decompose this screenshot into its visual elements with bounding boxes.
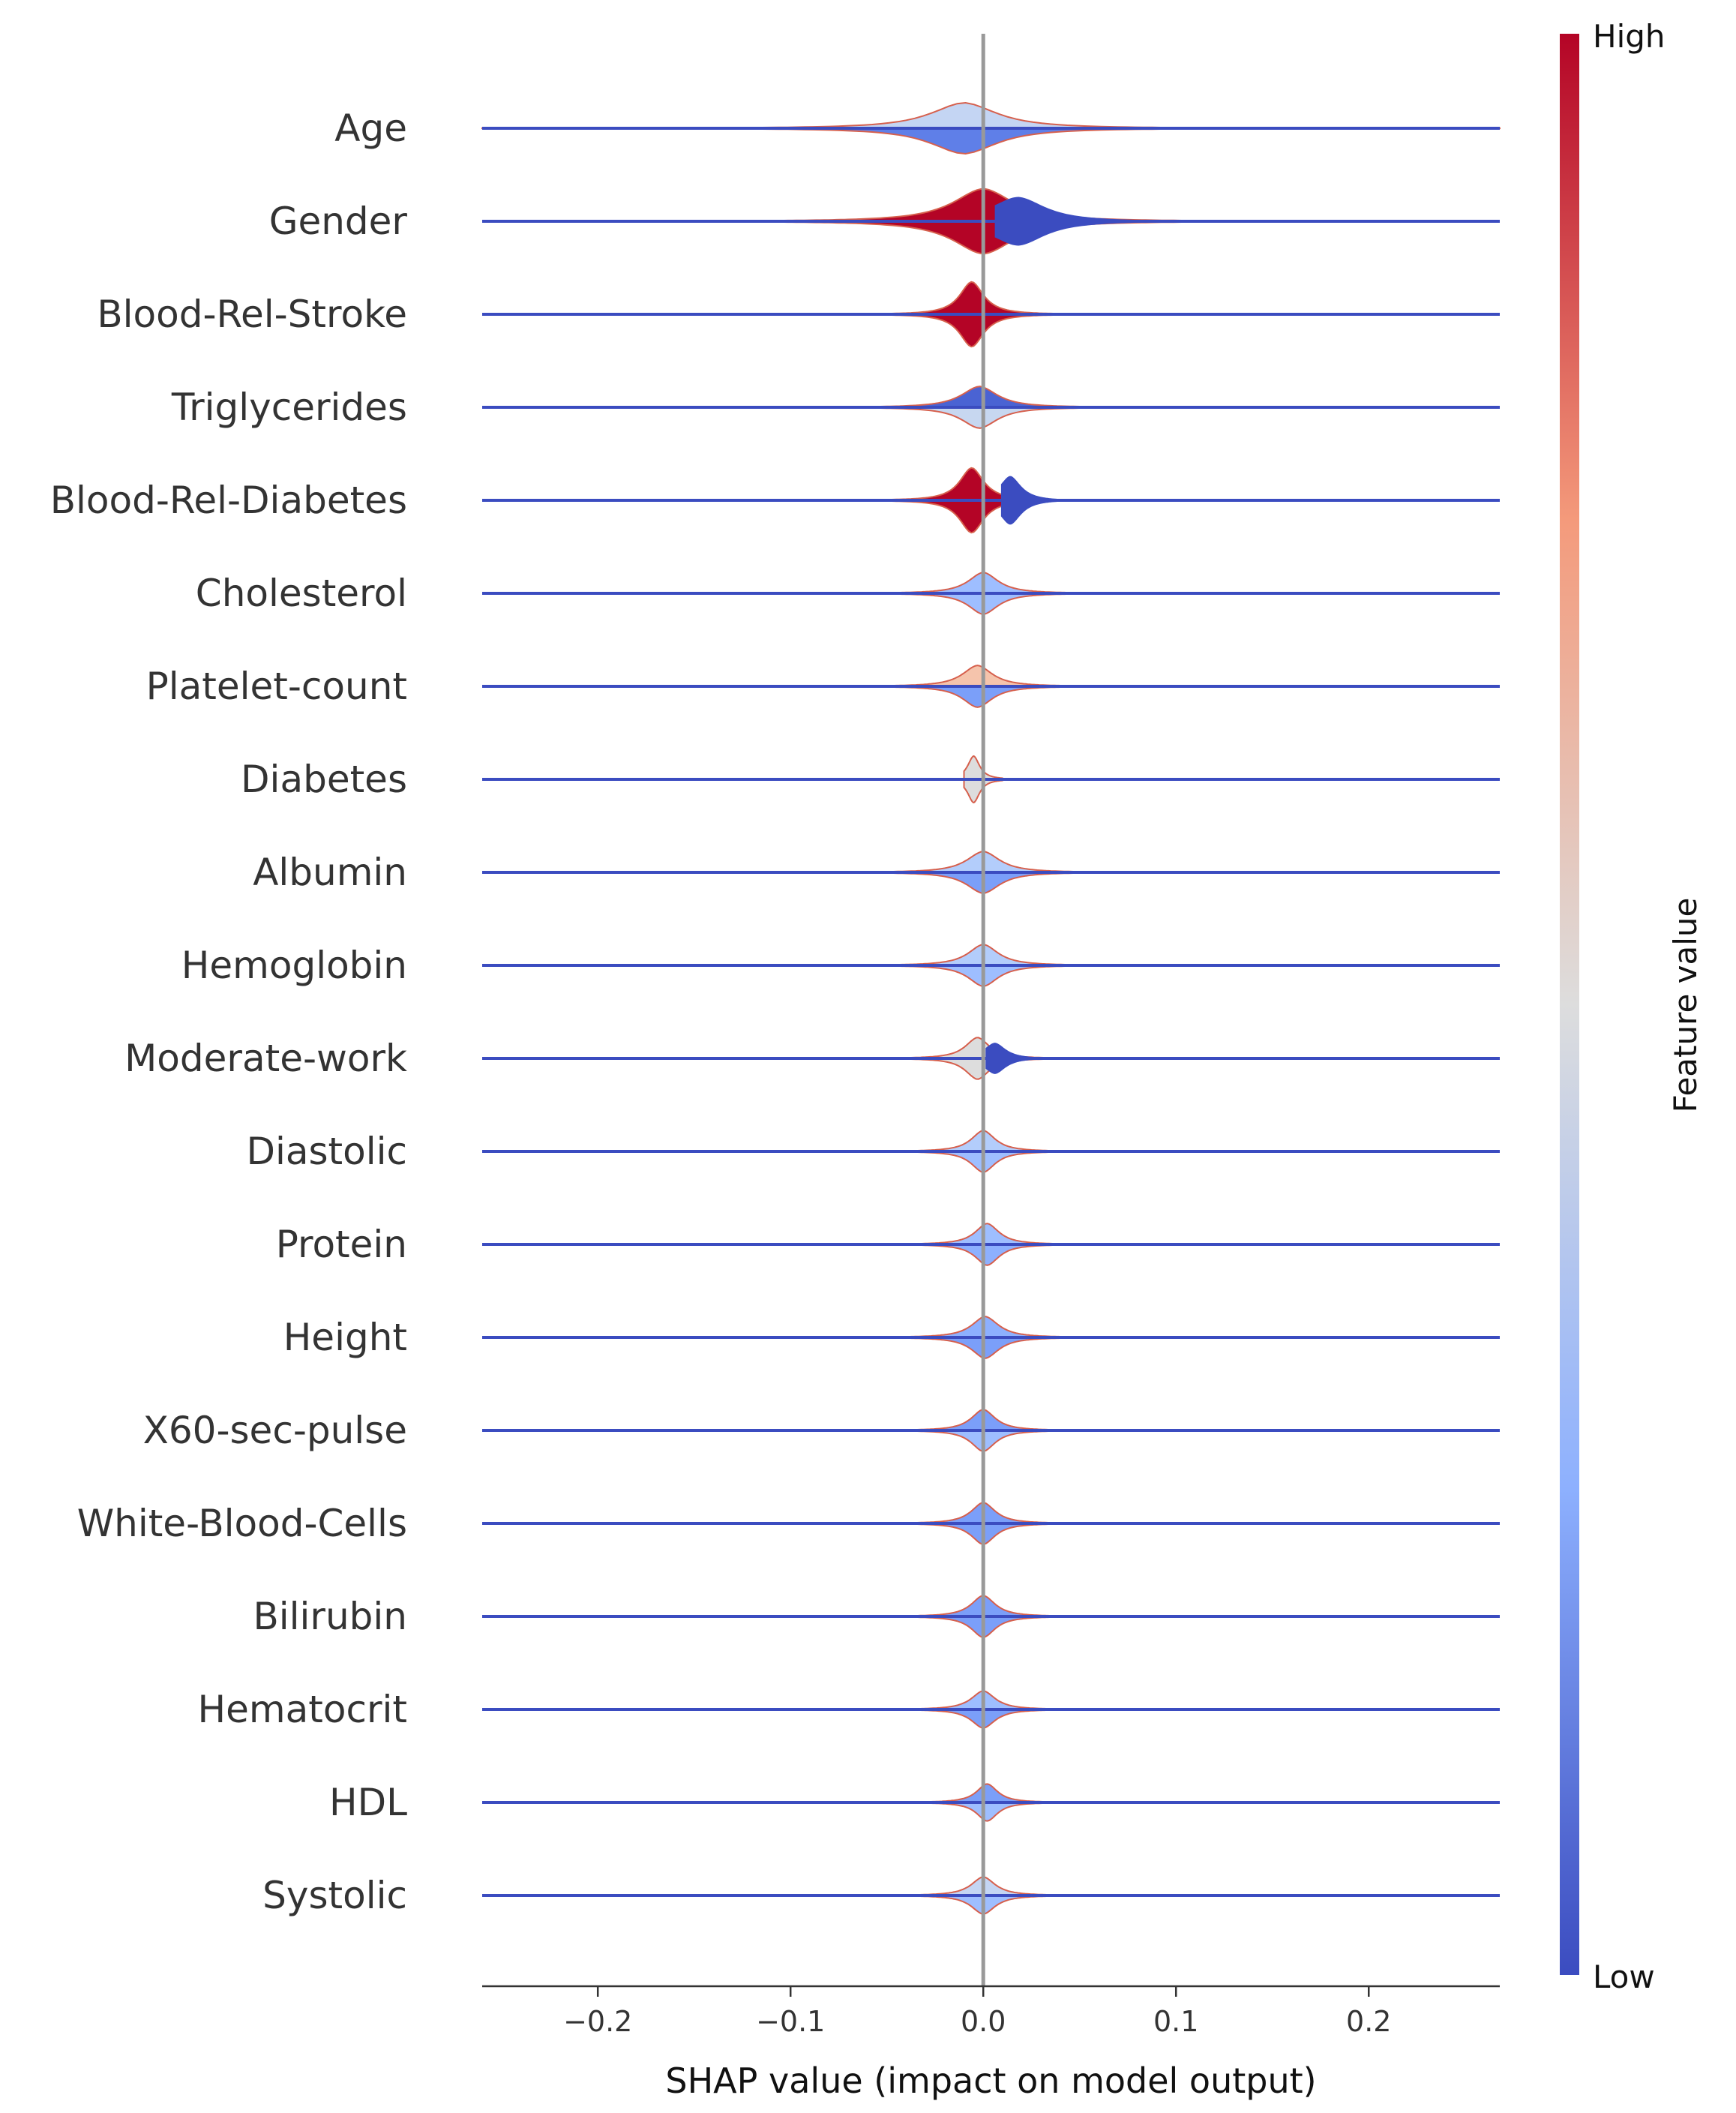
violin-split-lower-gender — [994, 221, 1234, 246]
violin-upper-hemoglobin — [828, 944, 1081, 966]
feature-label: Blood-Rel-Diabetes — [50, 479, 407, 522]
violin-upper-hematocrit — [867, 1690, 1061, 1710]
feature-label: Height — [283, 1316, 407, 1359]
feature-label: X60-sec-pulse — [143, 1409, 407, 1452]
violin-split-lower-blood-rel-diabetes — [1000, 500, 1177, 525]
violin-upper-gender — [751, 188, 1235, 222]
violin-split-upper-gender — [994, 197, 1234, 221]
x-axis-title: SHAP value (impact on model output) — [665, 2060, 1316, 2101]
x-ticks: −0.2 −0.1 0.0 0.1 0.2 — [563, 1986, 1391, 2038]
feature-label: Blood-Rel-Stroke — [97, 293, 407, 336]
feature-label: Albumin — [253, 851, 407, 894]
x-tick-label: 0.1 — [1153, 2005, 1198, 2038]
x-tick-label: −0.1 — [756, 2005, 825, 2038]
feature-baselines — [482, 127, 1500, 1897]
violin-upper-platelet-count — [847, 665, 1081, 687]
feature-label: Hemoglobin — [181, 944, 407, 987]
violin-upper-white-blood-cells — [847, 1502, 1100, 1524]
colorbar-title: Feature value — [1667, 898, 1704, 1113]
violin-upper-bilirubin — [905, 1595, 1081, 1617]
feature-label: Bilirubin — [253, 1595, 407, 1638]
violin-upper-age — [481, 101, 1501, 129]
feature-label: Diabetes — [241, 758, 407, 801]
x-tick-label: 0.0 — [961, 2005, 1006, 2038]
violin-lower-bilirubin — [905, 1616, 1081, 1638]
violin-lower-hdl — [867, 1802, 1081, 1822]
violin-upper-hdl — [867, 1783, 1081, 1803]
feature-label: Triglycerides — [171, 386, 407, 429]
violin-split-upper-moderate-work — [985, 1043, 1099, 1058]
feature-label: Hematocrit — [198, 1688, 407, 1731]
violin-lower-age — [481, 128, 1501, 155]
violin-split-lower-moderate-work — [985, 1058, 1099, 1074]
feature-label: Cholesterol — [196, 572, 407, 615]
colorbar-low-label: Low — [1593, 1958, 1655, 1995]
feature-labels: Age Gender Blood-Rel-Stroke Triglycerides Bl… — [50, 107, 408, 1917]
feature-label: Age — [334, 107, 407, 150]
violin-lower-hemoglobin — [828, 965, 1081, 987]
feature-label: Gender — [269, 200, 408, 243]
violin-lower-x60-sec-pulse — [847, 1430, 1100, 1452]
violin-lower-height — [867, 1337, 1081, 1359]
violin-upper-diastolic — [847, 1130, 1081, 1152]
x-tick-label: −0.2 — [563, 2005, 632, 2038]
violin-lower-moderate-work — [808, 1058, 1100, 1080]
violin-upper-height — [867, 1316, 1081, 1338]
colorbar — [1560, 34, 1579, 1975]
violin-lower-diastolic — [847, 1151, 1081, 1173]
feature-label: Diastolic — [246, 1130, 407, 1173]
violin-upper-blood-rel-stroke — [886, 281, 1177, 315]
feature-label: Systolic — [262, 1874, 407, 1917]
violin-lower-white-blood-cells — [847, 1523, 1100, 1545]
feature-label: Moderate-work — [124, 1037, 407, 1080]
violin-group — [481, 101, 1501, 1915]
violin-lower-blood-rel-stroke — [886, 314, 1177, 348]
feature-label: Platelet-count — [146, 665, 407, 708]
feature-label: Protein — [276, 1223, 407, 1266]
violin-upper-moderate-work — [808, 1037, 1100, 1059]
violin-lower-gender — [751, 221, 1235, 255]
feature-label: HDL — [329, 1781, 407, 1824]
colorbar-high-label: High — [1593, 18, 1666, 55]
feature-label: White-Blood-Cells — [77, 1502, 407, 1545]
x-tick-label: 0.2 — [1346, 2005, 1391, 2038]
violin-upper-x60-sec-pulse — [847, 1409, 1100, 1431]
violin-lower-platelet-count — [847, 686, 1081, 708]
violin-split-upper-blood-rel-diabetes — [1000, 476, 1177, 500]
violin-lower-hematocrit — [867, 1709, 1061, 1729]
